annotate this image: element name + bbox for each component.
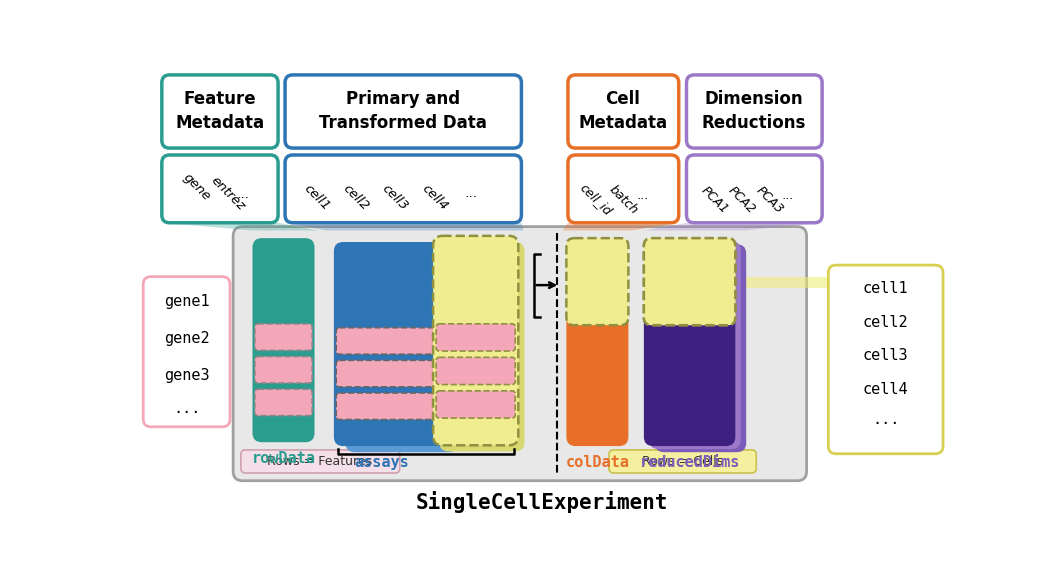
FancyBboxPatch shape xyxy=(252,238,315,442)
Text: rowData: rowData xyxy=(252,452,316,466)
Text: Rows = Features: Rows = Features xyxy=(267,455,373,468)
Text: PCA3: PCA3 xyxy=(754,183,786,216)
FancyBboxPatch shape xyxy=(255,324,312,350)
FancyBboxPatch shape xyxy=(255,389,312,415)
FancyBboxPatch shape xyxy=(644,313,735,446)
Text: ···: ··· xyxy=(236,193,249,205)
Text: Cell
Metadata: Cell Metadata xyxy=(578,91,667,132)
Text: cell1: cell1 xyxy=(863,281,909,296)
FancyBboxPatch shape xyxy=(433,236,518,445)
FancyBboxPatch shape xyxy=(686,75,822,148)
FancyBboxPatch shape xyxy=(436,358,516,384)
FancyBboxPatch shape xyxy=(285,75,521,148)
Text: cell1: cell1 xyxy=(302,182,333,213)
Text: SingleCellExperiment: SingleCellExperiment xyxy=(416,491,668,513)
FancyBboxPatch shape xyxy=(436,324,516,351)
Text: colData: colData xyxy=(566,456,629,470)
Text: gene: gene xyxy=(180,171,213,203)
Polygon shape xyxy=(735,277,828,288)
FancyBboxPatch shape xyxy=(162,75,279,148)
FancyBboxPatch shape xyxy=(439,242,524,452)
Text: cell4: cell4 xyxy=(863,382,909,397)
FancyBboxPatch shape xyxy=(345,248,457,452)
FancyBboxPatch shape xyxy=(162,155,279,223)
FancyBboxPatch shape xyxy=(285,155,521,223)
Text: cell2: cell2 xyxy=(863,315,909,329)
FancyBboxPatch shape xyxy=(336,360,444,387)
Text: Primary and
Transformed Data: Primary and Transformed Data xyxy=(319,91,487,132)
FancyBboxPatch shape xyxy=(334,242,446,446)
Text: cell3: cell3 xyxy=(863,348,909,363)
Text: cell3: cell3 xyxy=(379,182,410,213)
FancyBboxPatch shape xyxy=(436,391,516,418)
Text: cell2: cell2 xyxy=(340,182,372,213)
FancyBboxPatch shape xyxy=(567,238,628,325)
Polygon shape xyxy=(562,223,679,230)
FancyBboxPatch shape xyxy=(336,393,444,419)
Text: gene3: gene3 xyxy=(164,368,210,383)
Text: gene2: gene2 xyxy=(164,331,210,346)
FancyBboxPatch shape xyxy=(143,277,230,427)
FancyBboxPatch shape xyxy=(233,226,807,481)
FancyBboxPatch shape xyxy=(568,155,679,223)
Text: cell4: cell4 xyxy=(419,182,450,213)
Text: Dimension
Reductions: Dimension Reductions xyxy=(702,91,806,132)
FancyBboxPatch shape xyxy=(649,241,740,449)
Polygon shape xyxy=(285,223,524,230)
Text: reducedDims: reducedDims xyxy=(640,456,740,470)
FancyBboxPatch shape xyxy=(828,265,943,454)
Polygon shape xyxy=(162,223,319,230)
Text: cell_id: cell_id xyxy=(577,181,614,218)
FancyBboxPatch shape xyxy=(644,238,735,325)
Text: ···: ··· xyxy=(464,191,477,204)
FancyBboxPatch shape xyxy=(240,450,399,473)
Text: Rows = Cells: Rows = Cells xyxy=(642,455,723,468)
FancyBboxPatch shape xyxy=(644,238,735,325)
FancyBboxPatch shape xyxy=(336,328,444,354)
Polygon shape xyxy=(644,223,822,230)
FancyBboxPatch shape xyxy=(255,356,312,383)
FancyBboxPatch shape xyxy=(609,450,756,473)
Text: ···: ··· xyxy=(782,193,794,206)
Text: batch: batch xyxy=(607,183,641,217)
Text: ···: ··· xyxy=(173,405,200,419)
Text: PCA1: PCA1 xyxy=(698,183,731,216)
FancyBboxPatch shape xyxy=(568,75,679,148)
Text: ···: ··· xyxy=(636,193,648,206)
FancyBboxPatch shape xyxy=(686,155,822,223)
Text: assays: assays xyxy=(355,456,409,470)
FancyBboxPatch shape xyxy=(654,244,747,452)
Text: Feature
Metadata: Feature Metadata xyxy=(176,91,265,132)
Text: gene1: gene1 xyxy=(164,294,210,309)
FancyBboxPatch shape xyxy=(567,313,628,446)
Text: entrez: entrez xyxy=(209,174,248,213)
Text: PCA2: PCA2 xyxy=(726,183,758,216)
Text: ···: ··· xyxy=(872,416,899,431)
